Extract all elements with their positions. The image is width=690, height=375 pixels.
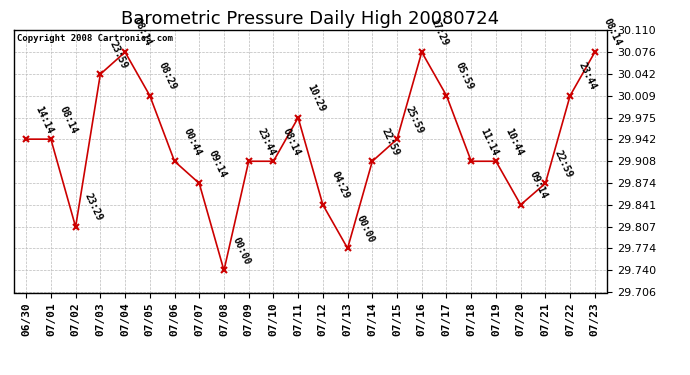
Text: 11:14: 11:14 bbox=[478, 126, 500, 157]
Text: 14:14: 14:14 bbox=[33, 104, 55, 135]
Text: 17:29: 17:29 bbox=[428, 17, 450, 48]
Text: 10:44: 10:44 bbox=[503, 126, 524, 157]
Text: 23:29: 23:29 bbox=[83, 192, 104, 223]
Text: 00:44: 00:44 bbox=[181, 126, 203, 157]
Text: 23:44: 23:44 bbox=[255, 126, 277, 157]
Text: 08:14: 08:14 bbox=[132, 17, 153, 48]
Text: 00:00: 00:00 bbox=[231, 236, 253, 266]
Text: Copyright 2008 Cartronics.com: Copyright 2008 Cartronics.com bbox=[17, 34, 172, 43]
Text: 23:44: 23:44 bbox=[577, 61, 598, 92]
Text: 08:14: 08:14 bbox=[280, 126, 302, 157]
Text: 08:14: 08:14 bbox=[58, 104, 79, 135]
Text: 05:59: 05:59 bbox=[453, 61, 475, 92]
Text: 10:29: 10:29 bbox=[305, 83, 326, 114]
Text: 08:14: 08:14 bbox=[602, 17, 623, 48]
Text: 22:59: 22:59 bbox=[552, 148, 574, 179]
Text: 25:59: 25:59 bbox=[404, 104, 426, 135]
Text: 04:29: 04:29 bbox=[330, 170, 351, 201]
Text: 23:59: 23:59 bbox=[107, 39, 129, 70]
Text: 08:29: 08:29 bbox=[157, 61, 178, 92]
Text: 09:14: 09:14 bbox=[528, 170, 549, 201]
Text: 00:00: 00:00 bbox=[355, 213, 376, 244]
Title: Barometric Pressure Daily High 20080724: Barometric Pressure Daily High 20080724 bbox=[121, 10, 500, 28]
Text: 09:14: 09:14 bbox=[206, 148, 228, 179]
Text: 22:59: 22:59 bbox=[380, 126, 401, 157]
